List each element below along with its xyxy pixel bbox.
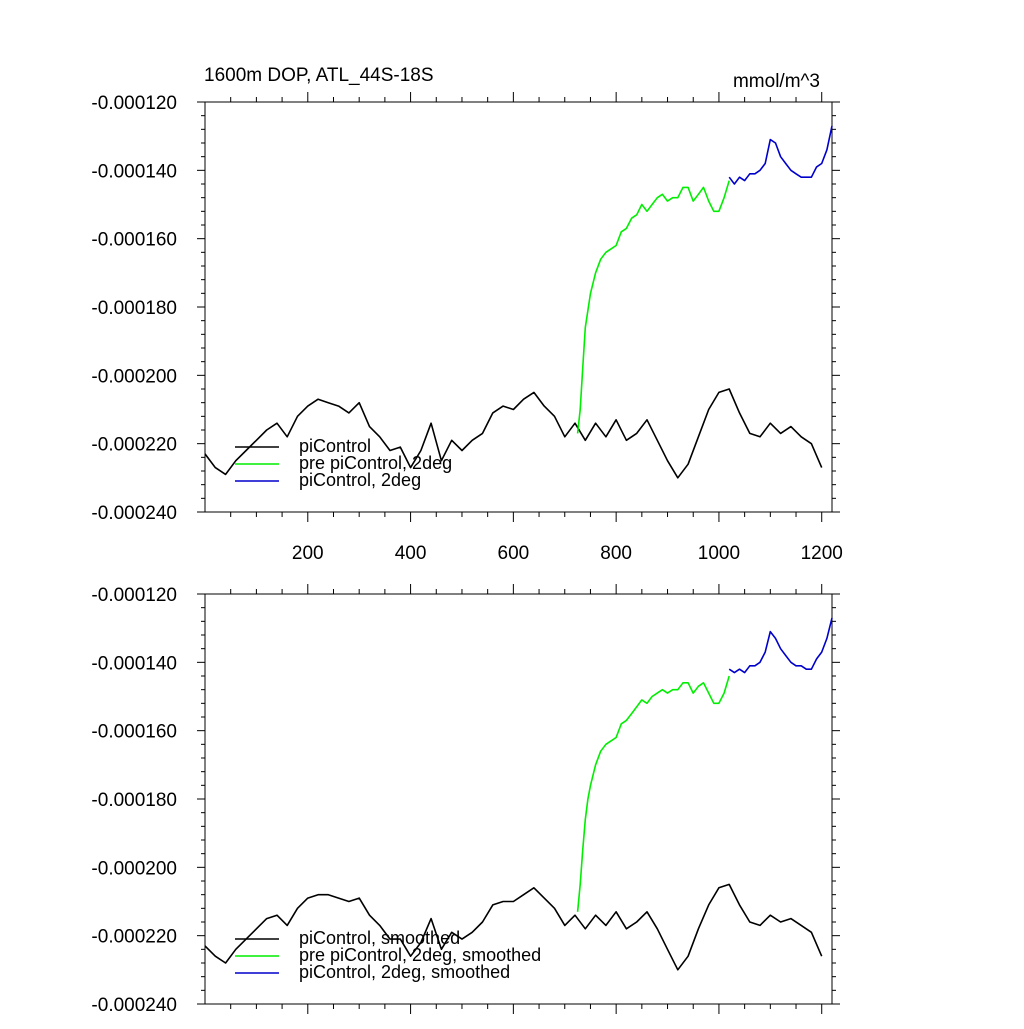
series-line-2 <box>728 617 833 674</box>
x-tick-label: 200 <box>292 543 324 564</box>
series-line-1 <box>576 675 730 912</box>
y-tick-label: -0.000220 <box>91 927 177 948</box>
bottom-panel: -0.000120 -0.000140 -0.000160 -0.000180 -0.0… <box>91 584 840 1016</box>
x-tick-label: 1000 <box>698 543 740 564</box>
legend-label: piControl, 2deg <box>299 470 421 490</box>
axes-top: -0.000120 -0.000140 -0.000160 -0.000180 -0.0… <box>91 92 843 564</box>
y-tick-label: -0.000240 <box>91 995 177 1016</box>
units-label: mmol/m^3 <box>733 71 820 92</box>
series-line-1 <box>576 180 730 434</box>
y-tick-label: -0.000200 <box>91 858 177 879</box>
y-tick-label: -0.000200 <box>91 366 177 387</box>
y-tick-label: -0.000140 <box>91 161 177 182</box>
x-tick-label: 800 <box>600 543 632 564</box>
series-top <box>204 125 833 479</box>
x-tick-label: 600 <box>498 543 530 564</box>
series-line-0 <box>204 883 823 971</box>
legend-label: piControl <box>299 436 371 456</box>
legend-label: piControl, 2deg, smoothed <box>299 962 510 982</box>
y-tick-label: -0.000240 <box>91 503 177 524</box>
series-line-2 <box>728 125 833 185</box>
x-tick-label: 1200 <box>801 543 843 564</box>
x-tick-label: 400 <box>395 543 427 564</box>
y-tick-label: -0.000180 <box>91 298 177 319</box>
top-panel: 1600m DOP, ATL_44S-18S mmol/m^3 -0.00012… <box>91 65 842 564</box>
series-bottom <box>204 617 833 971</box>
y-tick-label: -0.000180 <box>91 790 177 811</box>
y-tick-label: -0.000120 <box>91 93 177 114</box>
legend-label: pre piControl, 2deg <box>299 453 452 473</box>
y-tick-label: -0.000120 <box>91 585 177 606</box>
chart-title: 1600m DOP, ATL_44S-18S <box>204 65 434 86</box>
series-line-0 <box>204 388 823 479</box>
y-tick-label: -0.000140 <box>91 653 177 674</box>
y-tick-label: -0.000160 <box>91 722 177 743</box>
y-tick-label: -0.000220 <box>91 435 177 456</box>
legend-label: pre piControl, 2deg, smoothed <box>299 945 541 965</box>
y-tick-label: -0.000160 <box>91 230 177 251</box>
axes-bottom: -0.000120 -0.000140 -0.000160 -0.000180 -0.0… <box>91 584 840 1016</box>
legend-label: piControl, smoothed <box>299 928 460 948</box>
